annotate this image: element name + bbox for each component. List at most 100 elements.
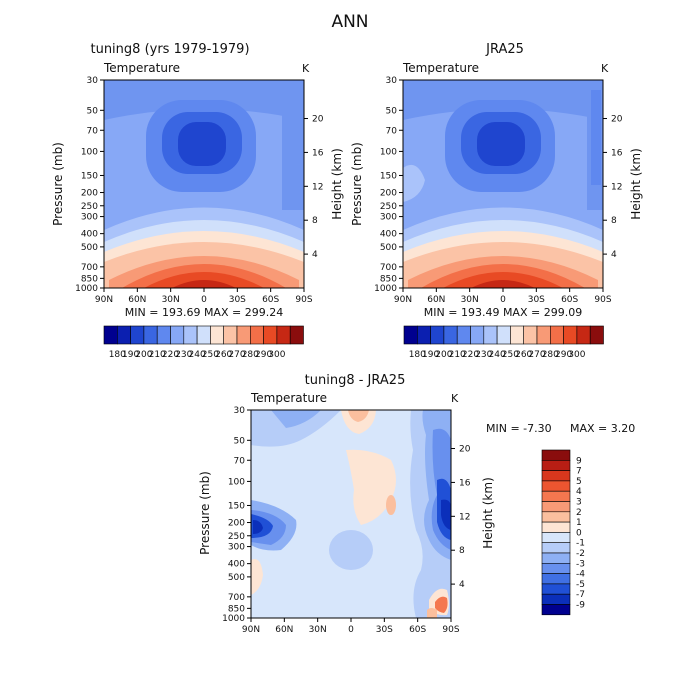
y-tick-label: 30 (234, 406, 246, 416)
colorbar-swatch (541, 511, 571, 523)
colorbar-swatch (117, 325, 131, 345)
colorbar-label: -5 (576, 580, 585, 590)
y-tick-label: 850 (380, 274, 397, 284)
colorbar-swatch (223, 325, 238, 345)
colorbar-swatch (549, 325, 564, 345)
x-tick-label: 30N (461, 295, 479, 305)
colorbar-label: 5 (576, 477, 582, 487)
y-tick-label: 70 (234, 456, 246, 466)
y-axis-right-title: Height (km) (330, 148, 344, 219)
colorbar-swatch (541, 521, 571, 533)
colorbar-swatch (103, 325, 118, 345)
colorbar-swatch (523, 325, 538, 345)
colorbar-swatch (541, 449, 571, 461)
y-right-tick-label: 8 (611, 216, 617, 226)
y-tick-label: 500 (380, 243, 397, 253)
y-axis-right-title: Height (km) (629, 148, 643, 219)
y-tick-label: 300 (380, 213, 397, 223)
colorbar-swatch (196, 325, 211, 345)
y-right-tick-label: 4 (611, 250, 617, 260)
colorbar-swatch (276, 325, 291, 345)
colorbar-label: -4 (576, 570, 585, 580)
colorbar-swatch (510, 325, 524, 345)
colorbar-label: 210 (449, 350, 466, 360)
colorbar-label: 260 (215, 350, 232, 360)
panel-reanalysis: JRA25 Temperature K (350, 42, 643, 360)
y-tick-label: 100 (228, 477, 245, 487)
y-tick-label: 700 (228, 593, 245, 603)
y-tick-label: 50 (87, 106, 99, 116)
colorbar-label: 290 (255, 350, 272, 360)
x-tick-label: 30N (309, 625, 327, 635)
x-tick-label: 90N (242, 625, 260, 635)
y-tick-label: 30 (87, 76, 99, 86)
colorbar-swatch (536, 325, 551, 345)
stats-max-label: MAX = 3.20 (570, 422, 635, 435)
colorbar-label: 190 (422, 350, 439, 360)
panel-title: tuning8 (yrs 1979-1979) (90, 42, 249, 57)
colorbar-label: 2 (576, 508, 582, 518)
x-tick-label: 60N (427, 295, 445, 305)
colorbar-label: 250 (502, 350, 519, 360)
colorbar-swatch (541, 501, 571, 513)
colorbar-swatch (403, 325, 418, 345)
y-tick-label: 200 (380, 189, 397, 199)
colorbar-label: 7 (576, 467, 582, 477)
y-tick-label: 70 (87, 126, 99, 136)
colorbar-swatch (289, 325, 304, 345)
colorbar-swatch (263, 325, 278, 345)
panel-model: tuning8 (yrs 1979-1979) Temperature K (51, 42, 344, 360)
colorbar-swatch (541, 573, 571, 585)
y-right-tick-label: 4 (312, 250, 318, 260)
y-tick-label: 50 (234, 436, 246, 446)
y-tick-label: 100 (380, 147, 397, 157)
y-tick-label: 150 (228, 501, 245, 511)
colorbar-swatch (541, 593, 571, 605)
x-tick-label: 30N (162, 295, 180, 305)
colorbar-swatch (496, 325, 511, 345)
y-tick-label: 300 (228, 543, 245, 553)
y-tick-label: 150 (81, 171, 98, 181)
y-right-tick-label: 20 (611, 115, 623, 125)
colorbar-swatch (541, 532, 571, 544)
colorbar-label: 240 (189, 350, 206, 360)
y-tick-label: 50 (386, 106, 398, 116)
x-tick-label: 60S (262, 295, 279, 305)
colorbar-label: 0 (576, 528, 582, 538)
colorbar-swatch (210, 325, 224, 345)
y-tick-label: 1000 (75, 284, 98, 294)
colorbar-label: 210 (149, 350, 166, 360)
x-tick-label: 60S (561, 295, 578, 305)
colorbar-swatch (541, 562, 571, 574)
colorbar-label: 260 (515, 350, 532, 360)
colorbar-label: 190 (122, 350, 139, 360)
colorbar-label: 180 (109, 350, 126, 360)
panel-subtitle: Temperature (250, 391, 327, 405)
colorbar-swatch (143, 325, 158, 345)
colorbar-label: 220 (162, 350, 179, 360)
colorbar-swatch (250, 325, 264, 345)
x-tick-label: 60S (409, 625, 426, 635)
x-tick-label: 60N (275, 625, 293, 635)
colorbar-label: -9 (576, 601, 585, 611)
colorbar-label: 220 (462, 350, 479, 360)
y-tick-label: 1000 (374, 284, 397, 294)
colorbar-swatch (470, 325, 485, 345)
colorbar-swatch (576, 325, 591, 345)
y-axis-title: Pressure (mb) (350, 142, 364, 226)
y-tick-label: 400 (81, 230, 98, 240)
colorbar-swatch (430, 325, 445, 345)
colorbar-swatch (236, 325, 251, 345)
colorbar-swatch (541, 542, 571, 554)
x-tick-label: 90N (95, 295, 113, 305)
y-tick-label: 150 (380, 171, 397, 181)
colorbar-label: 230 (475, 350, 492, 360)
colorbar-swatch (456, 325, 471, 345)
units-label: K (601, 62, 609, 75)
y-tick-label: 500 (228, 573, 245, 583)
x-axis: 90N 60N 30N 0 30S 60S 90S (95, 288, 313, 305)
colorbar-label: 200 (135, 350, 152, 360)
